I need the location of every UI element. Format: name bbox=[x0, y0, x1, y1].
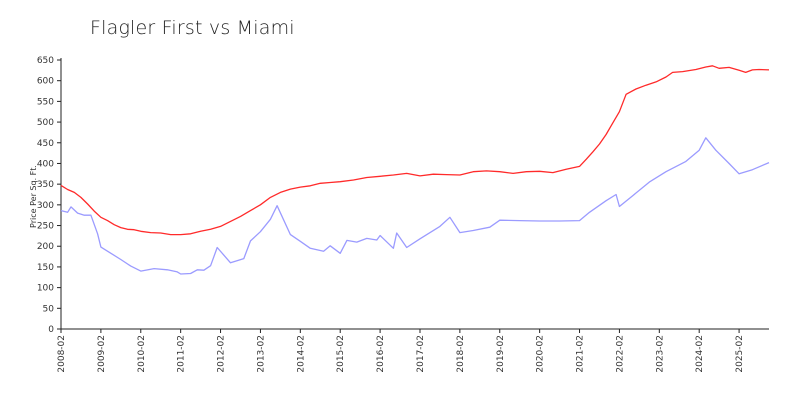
y-tick-label: 150 bbox=[37, 263, 54, 273]
x-tick-label: 2011-02 bbox=[177, 335, 187, 373]
y-tick-label: 400 bbox=[37, 159, 54, 169]
series-line-1 bbox=[60, 65, 770, 236]
x-tick-label: 2008-02 bbox=[57, 335, 67, 373]
y-tick-label: 650 bbox=[37, 56, 54, 66]
x-tick-label: 2020-02 bbox=[536, 335, 546, 373]
y-tick-label: 450 bbox=[37, 139, 54, 149]
x-tick-label: 2012-02 bbox=[217, 335, 227, 373]
y-tick-label: 100 bbox=[37, 284, 54, 294]
y-tick-label: 600 bbox=[37, 77, 54, 87]
x-tick-label: 2015-02 bbox=[336, 335, 346, 373]
y-tick-label: 550 bbox=[37, 97, 54, 107]
y-axis-title: Price Per Sq. Ft. bbox=[29, 165, 38, 228]
y-tick-label: 50 bbox=[43, 304, 55, 314]
x-tick-label: 2022-02 bbox=[615, 335, 625, 373]
series-line-2 bbox=[60, 137, 770, 275]
x-tick-label: 2013-02 bbox=[256, 335, 266, 373]
y-tick-label: 300 bbox=[37, 201, 54, 211]
x-tick-label: 2023-02 bbox=[655, 335, 665, 373]
y-tick-label: 0 bbox=[48, 325, 54, 335]
x-tick-label: 2014-02 bbox=[296, 335, 306, 373]
y-axis-ticks: 0 50 100 150 200 250 300 350 400 450 500 550 600 650 bbox=[37, 56, 61, 335]
y-tick-label: 350 bbox=[37, 180, 54, 190]
x-tick-label: 2019-02 bbox=[496, 335, 506, 373]
x-tick-label: 2016-02 bbox=[376, 335, 386, 373]
y-tick-label: 200 bbox=[37, 242, 54, 252]
x-axis-ticks: 2008-02 2009-02 2010-02 2011-02 2012-02 2013-… bbox=[57, 329, 745, 373]
y-tick-label: 500 bbox=[37, 118, 54, 128]
x-tick-label: 2010-02 bbox=[137, 335, 147, 373]
x-tick-label: 2021-02 bbox=[576, 335, 586, 373]
y-tick-label: 250 bbox=[37, 222, 54, 232]
x-tick-label: 2009-02 bbox=[97, 335, 107, 373]
series-layer bbox=[60, 65, 770, 275]
x-tick-label: 2018-02 bbox=[456, 335, 466, 373]
chart-title: Flagler First vs Miami bbox=[90, 17, 295, 39]
x-tick-label: 2024-02 bbox=[695, 335, 705, 373]
x-tick-label: 2025-02 bbox=[735, 335, 745, 373]
x-tick-label: 2017-02 bbox=[416, 335, 426, 373]
